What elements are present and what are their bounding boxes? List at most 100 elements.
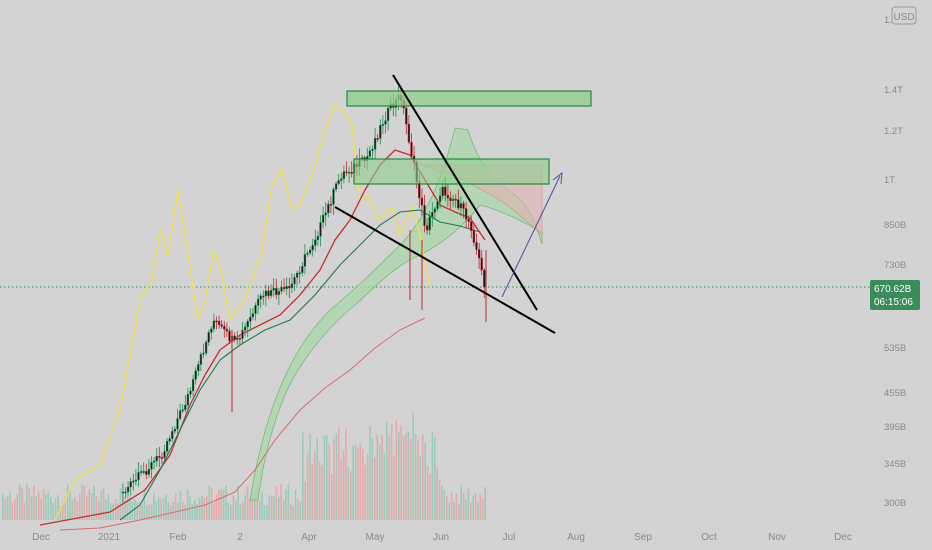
volume-bar bbox=[347, 466, 350, 520]
candle-body bbox=[181, 409, 184, 412]
volume-bar bbox=[134, 499, 136, 520]
volume-bar bbox=[474, 493, 477, 520]
last-price-label: 670.62B bbox=[874, 284, 912, 295]
volume-bar bbox=[424, 443, 426, 520]
candle-body bbox=[202, 352, 205, 355]
volume-bar bbox=[95, 496, 98, 520]
candle-body bbox=[243, 326, 247, 331]
candle-body bbox=[428, 216, 431, 231]
candle-body bbox=[342, 171, 346, 179]
candle-body bbox=[334, 183, 338, 190]
candle-body bbox=[311, 244, 314, 251]
candle-body bbox=[308, 249, 312, 254]
time-axis[interactable]: Dec 2021 Feb 2 Apr May Jun Jul Aug Sep Oct Nov Dec bbox=[32, 532, 852, 543]
volume-bar bbox=[417, 440, 419, 520]
volume-bar bbox=[174, 492, 177, 520]
volume-bar bbox=[59, 505, 62, 520]
candle-body bbox=[457, 199, 460, 209]
candle-body bbox=[420, 197, 424, 206]
volume-bar bbox=[369, 426, 371, 520]
volume-bar bbox=[26, 484, 28, 520]
volume-bar bbox=[402, 435, 405, 520]
candle-body bbox=[451, 198, 455, 201]
candle-body bbox=[199, 354, 203, 365]
x-tick-label: Dec bbox=[32, 532, 50, 543]
volume-bar bbox=[470, 502, 472, 520]
candle-body bbox=[306, 252, 309, 255]
volume-bar bbox=[314, 451, 316, 520]
candle-body bbox=[376, 138, 379, 140]
volume-bar bbox=[386, 421, 388, 520]
volume-bar bbox=[57, 495, 59, 520]
volume-bar bbox=[16, 494, 18, 520]
candle-body bbox=[272, 288, 275, 291]
countdown-label: 06:15:06 bbox=[874, 297, 913, 308]
volume-bar bbox=[429, 474, 431, 520]
candle-body bbox=[459, 203, 463, 209]
y-tick-label: 395B bbox=[884, 422, 906, 433]
candle-body bbox=[438, 195, 442, 203]
volume-bar bbox=[119, 488, 122, 520]
wedge-upper-line[interactable] bbox=[392, 74, 538, 311]
upper-resistance-zone[interactable] bbox=[346, 90, 592, 107]
volume-bar bbox=[4, 497, 6, 520]
volume-bar bbox=[484, 486, 486, 520]
x-tick-label: 2021 bbox=[98, 532, 121, 543]
volume-bar bbox=[242, 502, 244, 520]
volume-bar bbox=[306, 452, 309, 520]
candle-body bbox=[233, 335, 236, 340]
volume-bar bbox=[443, 490, 446, 520]
currency-badge[interactable]: USD bbox=[891, 6, 917, 25]
price-axis[interactable]: 1. 1.4T 1.2T 1T 850B 730B 535B 455B 395B 345B 300B bbox=[884, 15, 906, 509]
volume-bar bbox=[23, 502, 26, 520]
candle-body bbox=[212, 320, 216, 330]
candle-body bbox=[220, 324, 223, 327]
candle-body bbox=[373, 138, 377, 150]
volume-bar bbox=[338, 427, 340, 520]
y-tick-label: 1T bbox=[884, 175, 895, 186]
candle-body bbox=[246, 321, 249, 328]
volume-bar bbox=[172, 501, 174, 520]
volume-bar bbox=[290, 503, 292, 520]
volume-bar bbox=[162, 497, 165, 520]
candle-body bbox=[282, 287, 286, 289]
volume-bar bbox=[453, 502, 455, 520]
drawing-annotations[interactable] bbox=[334, 74, 592, 334]
candle-body bbox=[462, 203, 465, 209]
volume-bar bbox=[220, 488, 222, 520]
candle-body bbox=[475, 242, 478, 250]
candle-body bbox=[410, 141, 413, 157]
volume-bar bbox=[222, 489, 225, 520]
candle-body bbox=[215, 320, 218, 323]
candle-body bbox=[150, 462, 153, 470]
candle-body bbox=[371, 149, 374, 151]
candle-body bbox=[337, 180, 340, 184]
volume-bar bbox=[239, 504, 242, 520]
volume-bar bbox=[90, 492, 93, 520]
x-tick-label: Jun bbox=[433, 532, 449, 543]
volume-bar bbox=[258, 501, 261, 520]
volume-bar bbox=[254, 490, 256, 520]
volume-bar bbox=[482, 497, 484, 520]
volume-bar bbox=[232, 495, 234, 520]
volume-bar bbox=[165, 494, 167, 520]
candle-body bbox=[303, 254, 307, 267]
volume-bar bbox=[66, 484, 69, 520]
volume-bar bbox=[321, 465, 323, 520]
candle-body bbox=[446, 194, 450, 199]
volume-bar bbox=[280, 484, 282, 520]
last-price-tag: 670.62B 06:15:06 bbox=[870, 280, 920, 310]
candle-body bbox=[464, 208, 468, 220]
breakout-projection-arrow[interactable] bbox=[501, 175, 561, 298]
volume-bar bbox=[184, 505, 186, 520]
candle-body bbox=[441, 186, 444, 197]
candle-body bbox=[327, 203, 330, 214]
wedge-lower-line[interactable] bbox=[334, 206, 556, 334]
volume-bar bbox=[126, 486, 129, 520]
y-tick-label: 345B bbox=[884, 459, 906, 470]
candle-body bbox=[321, 214, 325, 223]
x-tick-label: Aug bbox=[567, 532, 585, 543]
candle-body bbox=[178, 410, 182, 419]
volume-bar bbox=[210, 488, 213, 520]
